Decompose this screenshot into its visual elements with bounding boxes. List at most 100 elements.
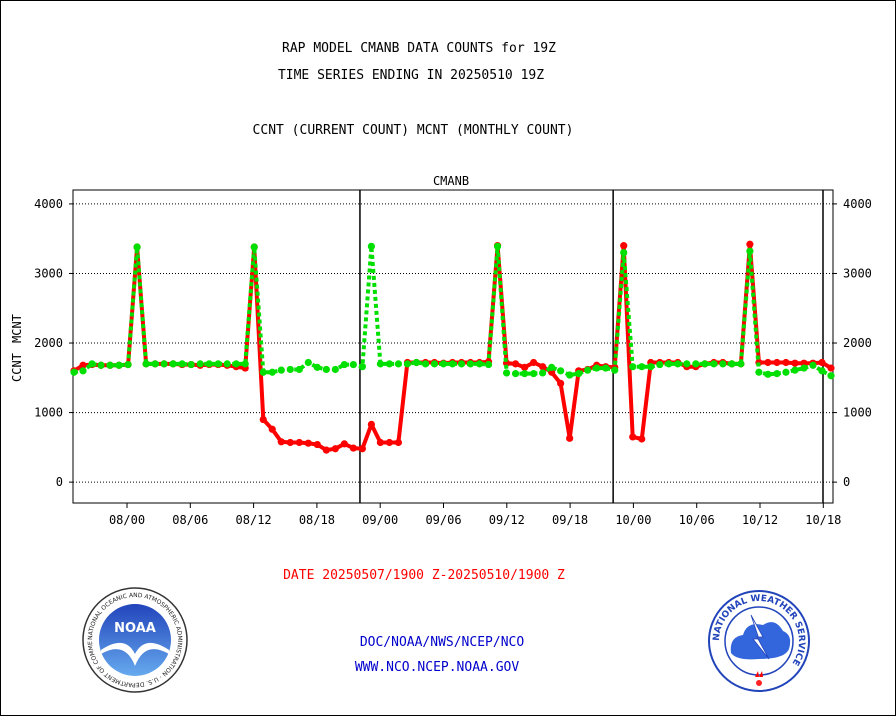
point-ccnt bbox=[304, 439, 312, 447]
point-mcnt bbox=[196, 360, 204, 368]
point-ccnt bbox=[746, 240, 754, 248]
point-mcnt bbox=[493, 242, 502, 250]
point-mcnt bbox=[728, 360, 736, 368]
point-mcnt bbox=[448, 360, 457, 368]
y-tick-label-left: 3000 bbox=[34, 266, 63, 280]
point-ccnt bbox=[764, 358, 772, 367]
point-ccnt bbox=[358, 445, 366, 453]
noaa-logo-text: NOAA bbox=[114, 621, 156, 636]
point-ccnt bbox=[385, 438, 394, 447]
point-mcnt bbox=[124, 360, 132, 369]
station-label: CMANB bbox=[433, 174, 469, 188]
point-ccnt bbox=[818, 358, 826, 367]
point-mcnt bbox=[710, 360, 718, 368]
point-mcnt bbox=[620, 249, 628, 257]
point-mcnt bbox=[358, 363, 366, 371]
x-tick-label: 10/00 bbox=[615, 513, 651, 527]
point-mcnt bbox=[602, 364, 610, 372]
point-mcnt bbox=[475, 360, 484, 368]
point-mcnt bbox=[115, 361, 123, 369]
x-tick-label: 08/06 bbox=[172, 513, 208, 527]
point-mcnt bbox=[403, 360, 412, 368]
point-ccnt bbox=[539, 363, 547, 371]
point-mcnt bbox=[520, 370, 529, 378]
point-ccnt bbox=[629, 433, 637, 441]
chart-subtitle: CCNT (CURRENT COUNT) MCNT (MONTHLY COUNT… bbox=[253, 123, 574, 138]
point-mcnt bbox=[223, 360, 231, 368]
point-ccnt bbox=[638, 435, 646, 443]
point-mcnt bbox=[638, 363, 646, 371]
plot-area: 0 0 1000 1000 2000 2000 3000 3000 4000 4000 08/00 0… bbox=[34, 189, 872, 527]
point-ccnt bbox=[331, 445, 339, 453]
x-tick-label: 09/18 bbox=[552, 513, 588, 527]
point-mcnt bbox=[791, 366, 799, 374]
point-mcnt bbox=[151, 360, 159, 368]
x-tick-label: 08/00 bbox=[109, 513, 145, 527]
point-mcnt bbox=[746, 247, 754, 255]
y-tick-label-left: 1000 bbox=[34, 406, 63, 420]
footer-link-www[interactable]: WWW.NCO.NCEP.NOAA.GOV bbox=[355, 660, 520, 675]
chart-title-line2: TIME SERIES ENDING IN 20250510 19Z bbox=[278, 68, 544, 83]
y-tick-label-left: 2000 bbox=[34, 336, 63, 350]
point-mcnt bbox=[511, 370, 520, 378]
x-tick-label: 10/18 bbox=[805, 513, 841, 527]
point-mcnt bbox=[484, 360, 493, 369]
point-mcnt bbox=[548, 363, 556, 371]
point-mcnt bbox=[214, 360, 222, 368]
point-ccnt bbox=[286, 438, 294, 447]
point-ccnt bbox=[827, 364, 835, 372]
point-mcnt bbox=[773, 370, 781, 378]
chart-title-line1: RAP MODEL CMANB DATA COUNTS for 19Z bbox=[282, 41, 556, 56]
point-mcnt bbox=[376, 360, 385, 368]
point-mcnt bbox=[466, 360, 475, 368]
point-ccnt bbox=[376, 438, 385, 447]
y-axis-title: CCNT MCNT bbox=[10, 314, 24, 382]
point-mcnt bbox=[755, 368, 763, 376]
point-mcnt bbox=[719, 360, 727, 368]
point-mcnt bbox=[692, 360, 700, 368]
point-mcnt bbox=[106, 361, 114, 369]
point-ccnt bbox=[340, 440, 348, 448]
point-mcnt bbox=[584, 366, 592, 374]
point-mcnt bbox=[295, 365, 303, 374]
point-mcnt bbox=[268, 368, 276, 376]
point-mcnt bbox=[133, 243, 141, 251]
point-mcnt bbox=[385, 360, 394, 368]
x-tick-label: 10/06 bbox=[679, 513, 715, 527]
point-mcnt bbox=[800, 364, 808, 372]
point-mcnt bbox=[430, 360, 439, 368]
point-mcnt bbox=[593, 364, 601, 372]
point-ccnt bbox=[511, 360, 520, 368]
point-mcnt bbox=[97, 361, 105, 369]
x-tick-label: 09/06 bbox=[425, 513, 461, 527]
point-mcnt bbox=[737, 360, 745, 368]
point-mcnt bbox=[169, 360, 177, 368]
point-ccnt bbox=[79, 361, 87, 369]
point-mcnt bbox=[557, 367, 565, 375]
ylabel-ccnt: CCNT bbox=[10, 353, 24, 382]
point-mcnt bbox=[178, 360, 186, 368]
point-mcnt bbox=[629, 363, 637, 371]
x-tick-label: 09/12 bbox=[489, 513, 525, 527]
point-mcnt bbox=[79, 367, 87, 375]
point-ccnt bbox=[268, 425, 276, 433]
point-ccnt bbox=[520, 363, 529, 371]
point-ccnt bbox=[367, 420, 375, 429]
point-ccnt bbox=[620, 242, 628, 250]
point-mcnt bbox=[349, 360, 357, 369]
point-mcnt bbox=[439, 360, 448, 368]
point-mcnt bbox=[142, 360, 150, 368]
point-mcnt bbox=[539, 369, 547, 377]
point-mcnt bbox=[647, 363, 655, 371]
point-mcnt bbox=[205, 360, 213, 368]
point-mcnt bbox=[241, 360, 249, 368]
point-ccnt bbox=[394, 438, 403, 447]
point-ccnt bbox=[295, 438, 303, 447]
plot-frame bbox=[72, 189, 834, 504]
point-mcnt bbox=[259, 368, 267, 376]
point-mcnt bbox=[575, 370, 583, 378]
footer-link-doc[interactable]: DOC/NOAA/NWS/NCEP/NCO bbox=[360, 635, 525, 650]
point-ccnt bbox=[349, 444, 357, 452]
point-ccnt bbox=[530, 358, 538, 367]
